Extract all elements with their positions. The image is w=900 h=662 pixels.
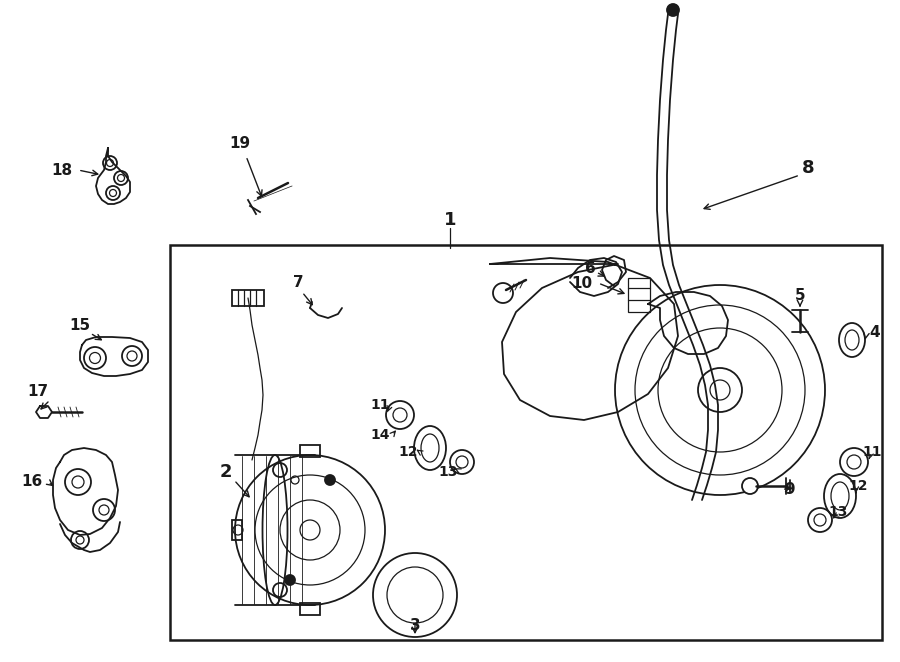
- Text: 13: 13: [438, 465, 458, 479]
- Text: 4: 4: [869, 324, 880, 340]
- Text: 11: 11: [370, 398, 390, 412]
- Circle shape: [285, 575, 295, 585]
- Circle shape: [710, 380, 730, 400]
- Text: 12: 12: [399, 445, 418, 459]
- Circle shape: [325, 475, 335, 485]
- Text: 10: 10: [572, 275, 592, 291]
- Circle shape: [667, 4, 679, 16]
- Text: 18: 18: [51, 162, 73, 177]
- Text: 11: 11: [862, 445, 882, 459]
- Text: 19: 19: [230, 136, 250, 150]
- Circle shape: [742, 478, 758, 494]
- Bar: [628, 278, 650, 312]
- Bar: [232, 290, 264, 306]
- Text: 9: 9: [785, 483, 796, 498]
- Text: 6: 6: [585, 261, 596, 275]
- Text: 1: 1: [444, 211, 456, 229]
- Text: 3: 3: [410, 618, 420, 632]
- Bar: [232, 520, 242, 540]
- Bar: [300, 603, 320, 615]
- Text: 5: 5: [795, 287, 806, 303]
- Text: 2: 2: [220, 463, 232, 481]
- Text: 14: 14: [370, 428, 390, 442]
- Text: 13: 13: [828, 505, 848, 519]
- Bar: [300, 445, 320, 457]
- Bar: [170, 245, 882, 640]
- Text: 17: 17: [27, 385, 49, 399]
- Text: 7: 7: [292, 275, 303, 289]
- Text: 8: 8: [802, 159, 814, 177]
- Text: 16: 16: [22, 475, 42, 489]
- Text: 15: 15: [69, 318, 91, 332]
- Text: 12: 12: [848, 479, 868, 493]
